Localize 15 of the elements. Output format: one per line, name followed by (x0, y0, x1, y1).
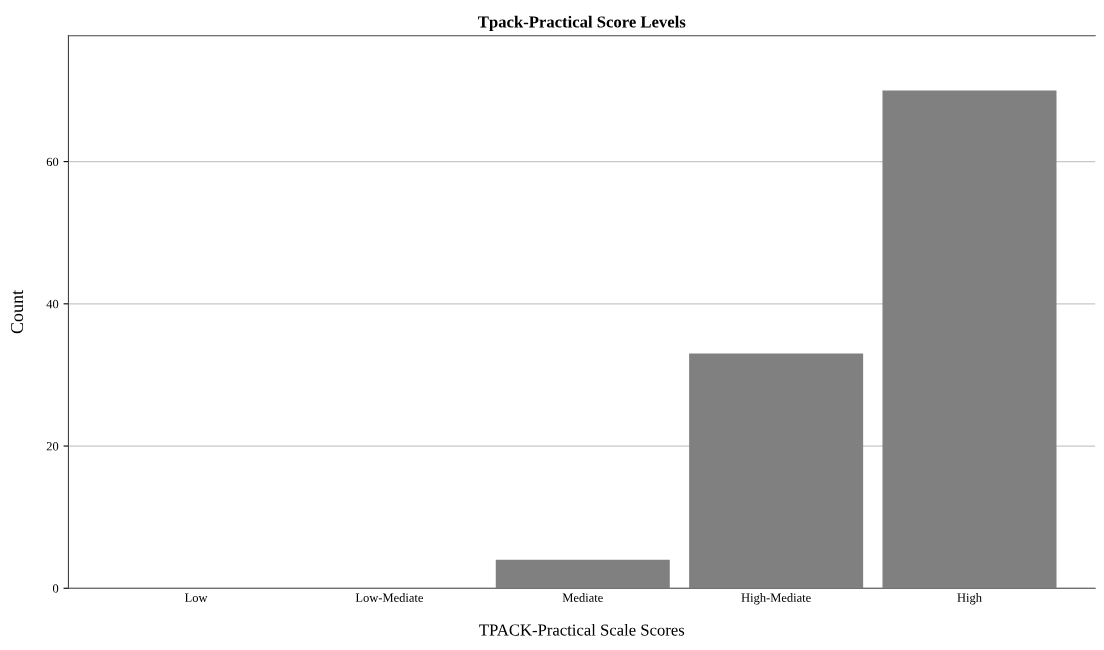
bar (495, 559, 670, 589)
y-axis-title: Count (10, 290, 24, 334)
bar (689, 353, 864, 589)
x-tick-label: Low-Mediate (355, 593, 423, 602)
x-tick-label: High (957, 593, 982, 605)
x-axis-title: TPACK-Practical Scale Scores (479, 623, 685, 636)
chart-title: Tpack-Practical Score Levels (478, 15, 686, 31)
x-tick-label: Mediate (562, 593, 603, 602)
bar (882, 90, 1057, 589)
y-tick-label: 0 (52, 584, 59, 593)
x-tick-label: Low (184, 593, 208, 602)
y-tick-label: 20 (46, 442, 59, 451)
x-tick-label: High-Mediate (741, 593, 811, 605)
y-tick-label: 60 (46, 157, 59, 167)
y-tick-label: 40 (46, 299, 59, 309)
